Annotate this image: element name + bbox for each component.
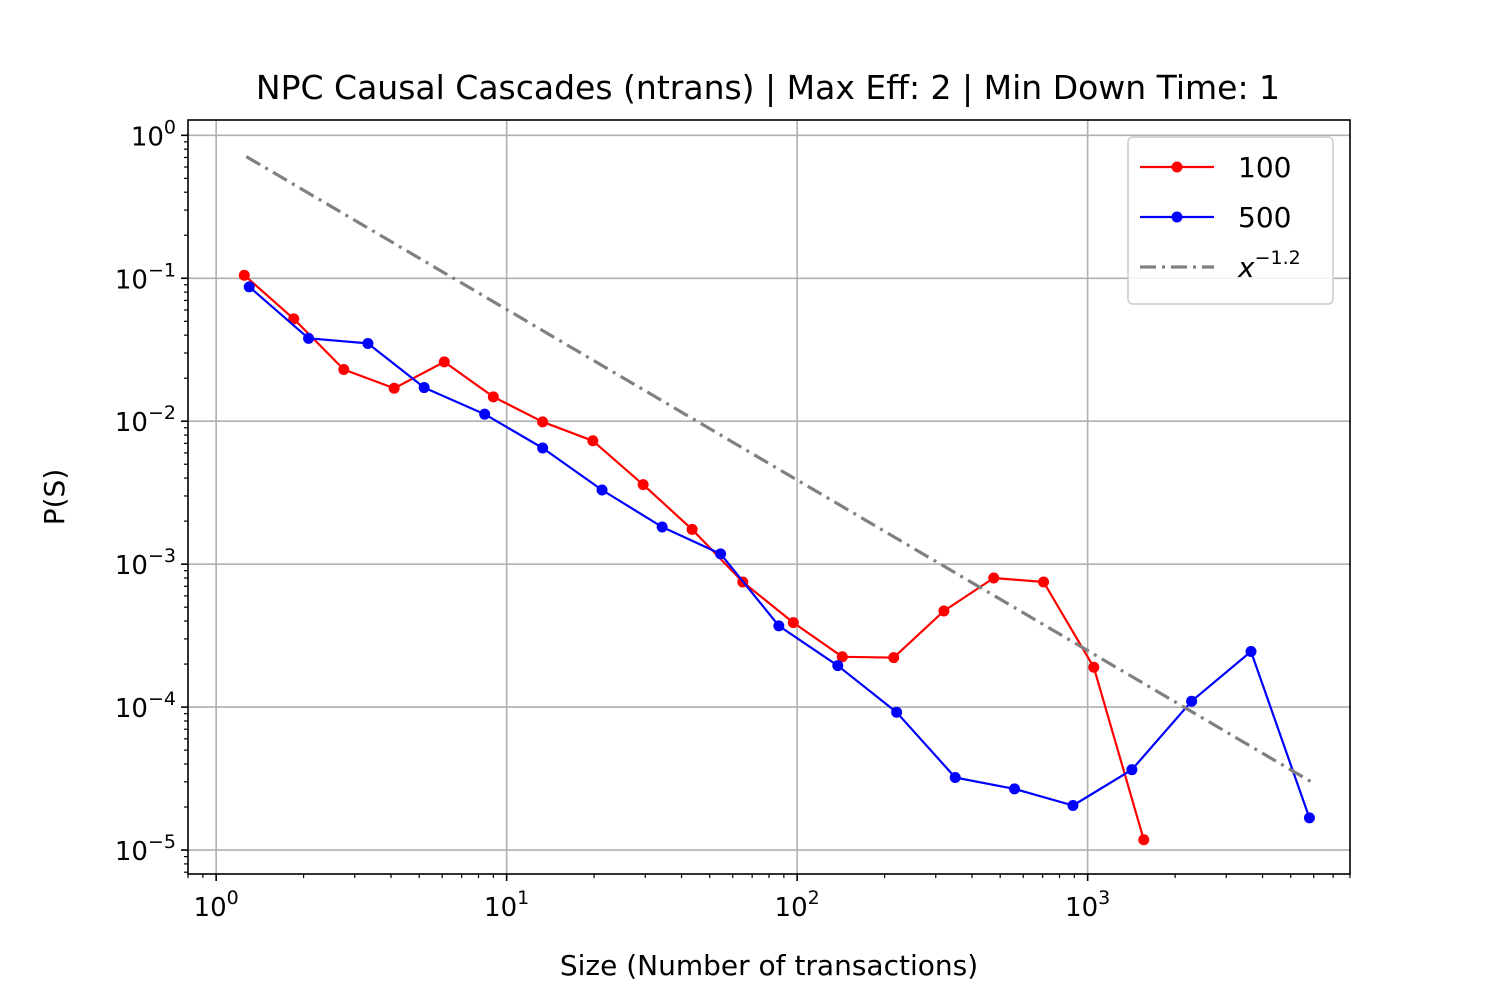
data-point-500 <box>479 408 491 420</box>
x-axis-label: Size (Number of transactions) <box>560 949 978 982</box>
data-point-100 <box>686 523 698 535</box>
legend-label: x−1.2 <box>1237 247 1301 284</box>
legend-marker-100 <box>1171 161 1183 173</box>
data-point-500 <box>537 442 549 454</box>
legend-label-text: x <box>1237 251 1255 284</box>
data-point-100 <box>787 617 799 629</box>
x-tick-base: 10 <box>194 893 227 923</box>
data-point-500 <box>832 660 844 672</box>
y-tick-base: 10 <box>115 837 148 867</box>
data-point-500 <box>243 281 255 293</box>
x-tick-base: 10 <box>1065 893 1098 923</box>
y-tick-base: 10 <box>131 122 164 152</box>
series-line-500 <box>248 286 1311 819</box>
data-point-100 <box>487 391 499 403</box>
data-point-500 <box>1067 799 1079 811</box>
x-tick-label: 101 <box>484 887 529 923</box>
y-tick-label: 10−5 <box>115 831 176 867</box>
data-point-100 <box>1088 661 1100 673</box>
y-tick-exponent: −4 <box>148 688 176 710</box>
data-point-100 <box>338 364 350 376</box>
data-point-100 <box>438 356 450 368</box>
y-tick-exponent: −5 <box>148 831 176 853</box>
data-point-500 <box>1186 695 1198 707</box>
data-point-100 <box>637 479 649 491</box>
data-point-500 <box>1245 645 1257 657</box>
legend-marker-500 <box>1171 211 1183 223</box>
legend-label-text: 100 <box>1238 151 1291 184</box>
y-tick-label: 10−4 <box>115 688 176 724</box>
y-tick-exponent: 0 <box>164 116 176 138</box>
y-tick-base: 10 <box>115 694 148 724</box>
chart-title: NPC Causal Cascades (ntrans) | Max Eff: … <box>256 68 1280 107</box>
legend-label: 500 <box>1238 201 1291 234</box>
x-tick-base: 10 <box>775 893 808 923</box>
y-tick-label: 10−3 <box>115 545 176 581</box>
series-line-100 <box>243 274 1145 841</box>
x-tick-label: 100 <box>194 887 239 923</box>
data-point-100 <box>537 416 549 428</box>
x-tick-label: 102 <box>775 887 820 923</box>
x-tick-base: 10 <box>484 893 517 923</box>
data-point-100 <box>988 572 1000 584</box>
x-tick-label: 103 <box>1065 887 1110 923</box>
data-point-500 <box>949 771 961 783</box>
reference-line-power-law <box>245 155 1312 783</box>
y-axis-label: P(S) <box>38 469 71 526</box>
x-tick-exponent: 3 <box>1098 887 1110 909</box>
y-tick-label: 10−2 <box>115 402 176 438</box>
data-point-100 <box>938 605 950 617</box>
data-point-100 <box>288 313 300 325</box>
data-point-500 <box>656 521 668 533</box>
data-point-500 <box>715 548 727 560</box>
y-tick-base: 10 <box>115 408 148 438</box>
data-point-500 <box>303 332 315 344</box>
plot-series <box>238 155 1315 846</box>
data-point-100 <box>1138 834 1150 846</box>
data-point-500 <box>891 706 903 718</box>
data-point-500 <box>1126 764 1138 776</box>
data-point-100 <box>388 382 400 394</box>
legend: 100 500 x−1.2 <box>1127 136 1334 305</box>
data-point-500 <box>773 620 785 632</box>
data-point-500 <box>596 484 608 496</box>
x-tick-exponent: 2 <box>808 887 820 909</box>
legend-label-exponent: −1.2 <box>1255 247 1301 269</box>
legend-frame <box>1127 136 1334 305</box>
data-point-100 <box>1038 576 1050 588</box>
data-point-100 <box>888 652 900 664</box>
legend-label: 100 <box>1238 151 1291 184</box>
data-point-500 <box>418 382 430 394</box>
data-point-500 <box>1009 783 1021 795</box>
x-tick-exponent: 1 <box>517 887 529 909</box>
x-tick-exponent: 0 <box>227 887 239 909</box>
y-tick-base: 10 <box>115 265 148 295</box>
data-point-100 <box>587 435 599 447</box>
data-point-500 <box>1303 812 1315 824</box>
data-point-500 <box>362 337 374 349</box>
data-point-100 <box>836 651 848 663</box>
y-tick-label: 100 <box>131 116 176 152</box>
y-tick-exponent: −2 <box>148 402 176 424</box>
grid <box>188 120 1350 874</box>
y-tick-exponent: −3 <box>148 545 176 567</box>
y-tick-exponent: −1 <box>148 259 176 281</box>
data-point-100 <box>238 269 250 281</box>
legend-label-text: 500 <box>1238 201 1291 234</box>
y-tick-base: 10 <box>115 551 148 581</box>
y-tick-label: 10−1 <box>115 259 176 295</box>
